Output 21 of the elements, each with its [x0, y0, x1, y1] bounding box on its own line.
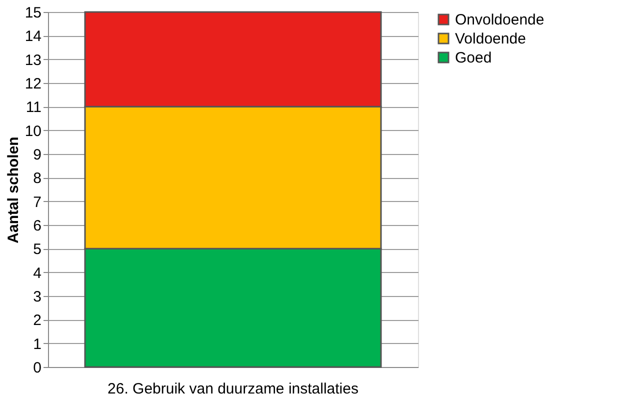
y-axis-title: Aantal scholen: [4, 136, 22, 244]
y-tick-label: 9: [33, 146, 42, 164]
y-tick-label: 11: [26, 99, 42, 116]
y-tick-label: 3: [33, 288, 42, 306]
legend-label: Voldoende: [455, 30, 526, 48]
y-tick-label: 15: [24, 4, 42, 22]
y-tick-label: 14: [24, 28, 42, 46]
y-tick-label: 4: [33, 264, 42, 282]
legend-label: Goed: [455, 50, 492, 66]
y-tick-label: 7: [33, 194, 42, 211]
y-tick-label: 5: [33, 241, 42, 258]
y-tick-label: 2: [33, 312, 42, 330]
y-tick-label: 1: [33, 336, 42, 353]
y-tick-label: 13: [24, 52, 42, 69]
legend-label: Onvoldoende: [455, 12, 544, 28]
y-tick-label: 12: [24, 76, 42, 92]
y-tick-label: 6: [33, 218, 42, 234]
y-tick-label: 0: [33, 360, 42, 376]
x-tick-label: 26. Gebruik van duurzame installaties: [108, 380, 358, 398]
y-tick-label: 10: [24, 122, 42, 140]
y-tick-label: 8: [33, 170, 42, 188]
